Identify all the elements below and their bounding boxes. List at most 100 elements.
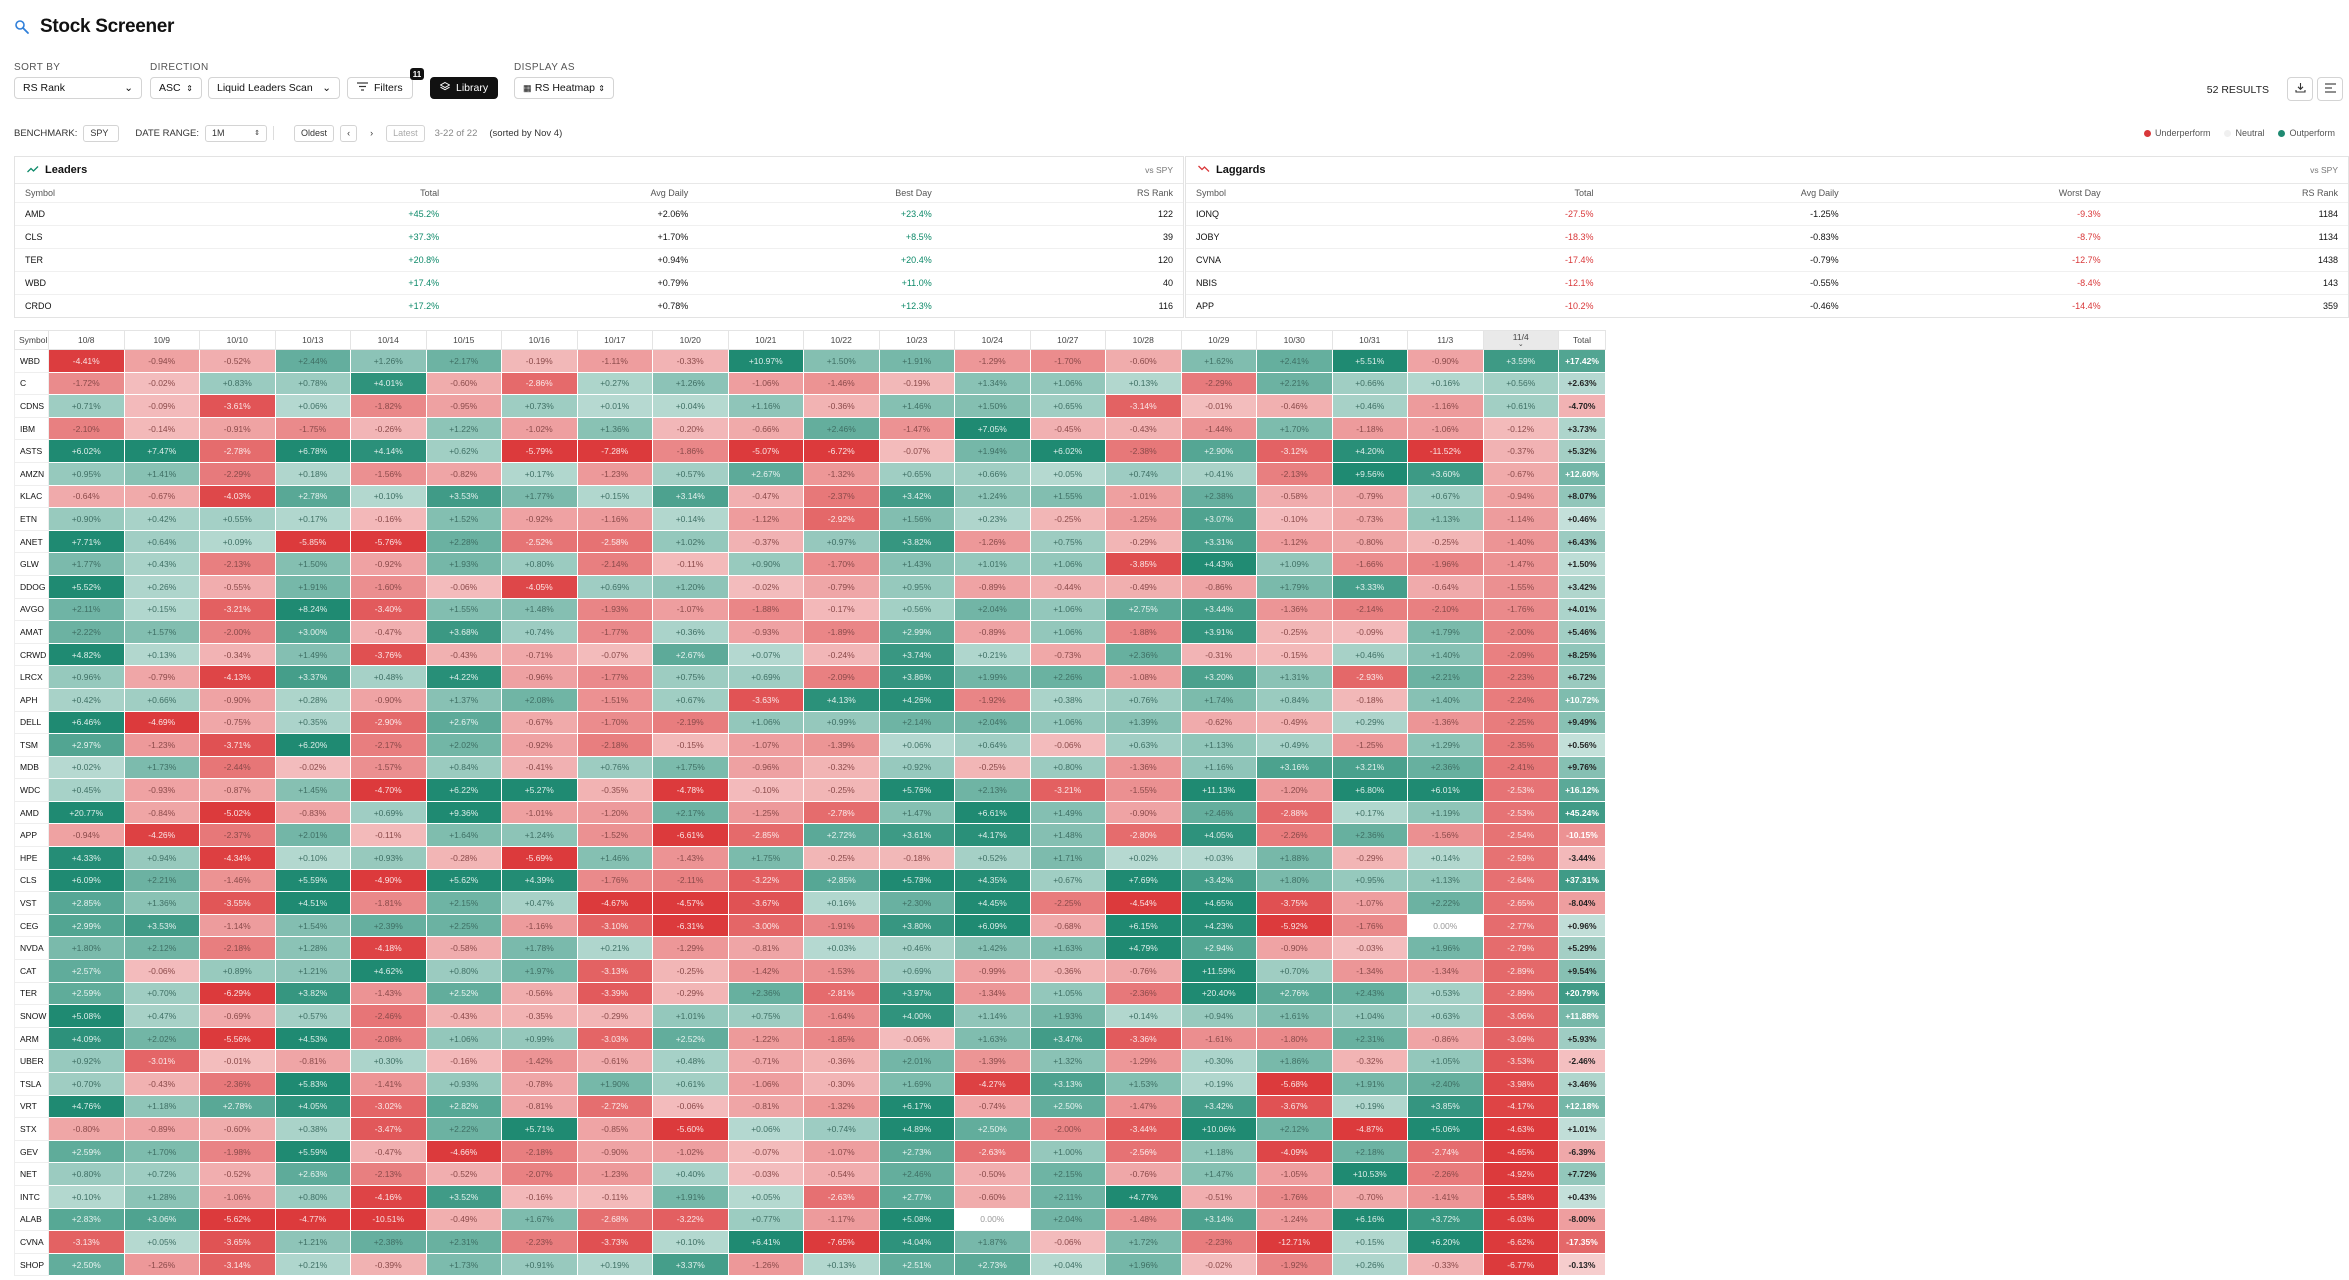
- heatmap-cell[interactable]: -0.29%: [576, 1004, 653, 1028]
- heatmap-cell[interactable]: +3.80%: [878, 913, 955, 938]
- heatmap-cell[interactable]: -2.74%: [1407, 1139, 1484, 1164]
- heatmap-cell[interactable]: -3.00%: [727, 913, 804, 938]
- symbol-cell[interactable]: ASTS: [14, 439, 49, 463]
- heatmap-cell[interactable]: -0.41%: [501, 755, 578, 780]
- heatmap-cell[interactable]: +0.91%: [501, 1252, 578, 1277]
- heatmap-cell[interactable]: -0.32%: [1331, 1049, 1408, 1073]
- table-row[interactable]: KLAC -0.64% -0.67% -4.03% +2.78% +0.10% +3.53%…: [14, 484, 1606, 509]
- heatmap-cell[interactable]: +2.67%: [652, 642, 729, 667]
- heatmap-cell[interactable]: +0.76%: [1105, 687, 1182, 712]
- heatmap-cell[interactable]: +1.74%: [1180, 687, 1257, 712]
- heatmap-cell[interactable]: +0.17%: [501, 461, 578, 486]
- heatmap-cell[interactable]: +1.21%: [274, 959, 351, 983]
- columns-button[interactable]: [2317, 77, 2343, 101]
- heatmap-cell[interactable]: +1.79%: [1407, 620, 1484, 644]
- heatmap-cell[interactable]: +3.59%: [1482, 349, 1559, 373]
- heatmap-cell[interactable]: -2.09%: [1482, 642, 1559, 667]
- heatmap-cell[interactable]: -6.61%: [652, 823, 729, 848]
- heatmap-cell[interactable]: -5.02%: [199, 800, 276, 825]
- heatmap-cell[interactable]: +0.46%: [1331, 394, 1408, 418]
- table-row[interactable]: STX -0.80% -0.89% -0.60% +0.38% -3.47% +2.22% +…: [14, 1117, 1606, 1141]
- heatmap-cell[interactable]: +1.75%: [652, 755, 729, 780]
- heatmap-cell[interactable]: +1.61%: [1256, 1004, 1333, 1028]
- heatmap-cell[interactable]: -0.46%: [1256, 394, 1333, 418]
- heatmap-cell[interactable]: +0.16%: [803, 891, 880, 915]
- heatmap-cell[interactable]: +1.01%: [954, 552, 1031, 576]
- heatmap-cell[interactable]: +1.42%: [954, 936, 1031, 961]
- direction-select[interactable]: ASC ⇕: [150, 77, 202, 99]
- heatmap-cell[interactable]: +2.63%: [274, 1162, 351, 1186]
- heatmap-cell[interactable]: -1.39%: [954, 1049, 1031, 1073]
- heatmap-cell[interactable]: -0.82%: [425, 461, 502, 486]
- heatmap-cell[interactable]: +2.75%: [1105, 597, 1182, 622]
- heatmap-cell[interactable]: -1.29%: [652, 936, 729, 961]
- heatmap-cell[interactable]: -0.30%: [803, 1072, 880, 1096]
- table-row[interactable]: VRT +4.76% +1.18% +2.78% +4.05% -3.02% +2.82% -…: [14, 1094, 1606, 1119]
- heatmap-cell[interactable]: +1.31%: [1256, 665, 1333, 689]
- table-row[interactable]: AMZN +0.95% +1.41% -2.29% +0.18% -1.56% -0.82%…: [14, 461, 1606, 486]
- table-row[interactable]: CAT +2.57% -0.06% +0.89% +1.21% +4.62% +0.80% +…: [14, 959, 1606, 983]
- heatmap-cell[interactable]: -6.29%: [199, 981, 276, 1006]
- heatmap-cell[interactable]: -0.49%: [425, 1207, 502, 1232]
- heatmap-cell[interactable]: +4.26%: [878, 687, 955, 712]
- heatmap-date-header[interactable]: 10/22: [803, 330, 880, 350]
- heatmap-cell[interactable]: +2.31%: [425, 1230, 502, 1254]
- heatmap-cell[interactable]: +4.43%: [1180, 552, 1257, 576]
- heatmap-cell[interactable]: -5.58%: [1482, 1184, 1559, 1209]
- heatmap-cell[interactable]: +1.79%: [1256, 574, 1333, 599]
- heatmap-cell[interactable]: -0.10%: [1256, 507, 1333, 531]
- heatmap-cell[interactable]: -0.81%: [501, 1094, 578, 1119]
- heatmap-cell[interactable]: +0.84%: [1256, 687, 1333, 712]
- heatmap-cell[interactable]: +0.95%: [1331, 868, 1408, 893]
- sort-by-select[interactable]: RS Rank ⌄: [14, 77, 142, 99]
- heatmap-cell[interactable]: -0.66%: [727, 416, 804, 441]
- heatmap-cell[interactable]: -3.73%: [576, 1230, 653, 1254]
- heatmap-cell[interactable]: -4.18%: [350, 936, 427, 961]
- heatmap-cell[interactable]: +1.37%: [425, 687, 502, 712]
- heatmap-cell[interactable]: +2.04%: [954, 710, 1031, 735]
- heatmap-cell[interactable]: +1.24%: [954, 484, 1031, 509]
- heatmap-cell[interactable]: +0.41%: [1180, 461, 1257, 486]
- heatmap-cell[interactable]: +0.57%: [274, 1004, 351, 1028]
- heatmap-cell[interactable]: -0.71%: [727, 1049, 804, 1073]
- heatmap-cell[interactable]: +0.92%: [48, 1049, 125, 1073]
- heatmap-cell[interactable]: +4.05%: [274, 1094, 351, 1119]
- heatmap-cell[interactable]: -0.43%: [123, 1072, 200, 1096]
- heatmap-cell[interactable]: +1.28%: [274, 936, 351, 961]
- heatmap-cell[interactable]: -1.32%: [803, 461, 880, 486]
- heatmap-cell[interactable]: +2.38%: [350, 1230, 427, 1254]
- heatmap-cell[interactable]: -1.92%: [1256, 1252, 1333, 1277]
- heatmap-cell[interactable]: +11.59%: [1180, 959, 1257, 983]
- heatmap-cell[interactable]: +2.12%: [123, 936, 200, 961]
- symbol-cell[interactable]: APP: [14, 823, 49, 848]
- heatmap-cell[interactable]: +0.66%: [123, 687, 200, 712]
- heatmap-cell[interactable]: +0.52%: [954, 846, 1031, 870]
- heatmap-cell[interactable]: +3.68%: [425, 620, 502, 644]
- heatmap-cell[interactable]: +1.80%: [1256, 868, 1333, 893]
- heatmap-cell[interactable]: +5.76%: [878, 778, 955, 802]
- heatmap-cell[interactable]: +4.82%: [48, 642, 125, 667]
- heatmap-cell[interactable]: -1.07%: [1331, 891, 1408, 915]
- heatmap-cell[interactable]: -0.87%: [199, 778, 276, 802]
- heatmap-cell[interactable]: +2.99%: [878, 620, 955, 644]
- heatmap-cell[interactable]: +0.57%: [652, 461, 729, 486]
- table-row[interactable]: AMAT +2.22% +1.57% -2.00% +3.00% -0.47% +3.68%…: [14, 620, 1606, 644]
- table-row[interactable]: GEV +2.59% +1.70% -1.98% +5.59% -0.47% -4.66% -…: [14, 1139, 1606, 1164]
- heatmap-cell[interactable]: -2.93%: [1331, 665, 1408, 689]
- heatmap-cell[interactable]: +0.93%: [350, 846, 427, 870]
- heatmap-cell[interactable]: +0.43%: [123, 552, 200, 576]
- heatmap-cell[interactable]: -7.28%: [576, 439, 653, 463]
- leaders-col-symbol[interactable]: Symbol: [25, 188, 56, 198]
- heatmap-cell[interactable]: +8.24%: [274, 597, 351, 622]
- heatmap-cell[interactable]: -0.16%: [425, 1049, 502, 1073]
- heatmap-cell[interactable]: +20.40%: [1180, 981, 1257, 1006]
- symbol-cell[interactable]: GEV: [14, 1139, 49, 1164]
- heatmap-cell[interactable]: +1.09%: [1256, 552, 1333, 576]
- heatmap-cell[interactable]: -0.25%: [803, 778, 880, 802]
- heatmap-cell[interactable]: +1.22%: [425, 416, 502, 441]
- table-row[interactable]: JOBY -18.3% -0.83% -8.7% 1134: [1186, 225, 2348, 249]
- heatmap-cell[interactable]: +5.52%: [48, 574, 125, 599]
- heatmap-cell[interactable]: -0.37%: [727, 529, 804, 554]
- heatmap-cell[interactable]: +0.95%: [878, 574, 955, 599]
- table-row[interactable]: APP -0.94% -4.26% -2.37% +2.01% -0.11% +1.64% +…: [14, 823, 1606, 848]
